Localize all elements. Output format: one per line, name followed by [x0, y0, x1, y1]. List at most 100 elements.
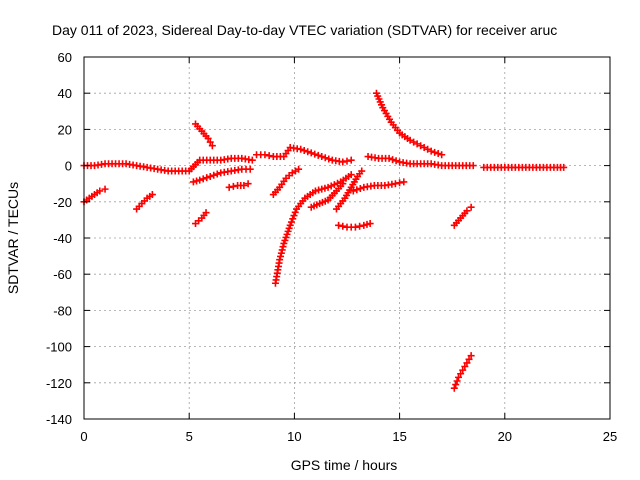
data-point — [208, 142, 216, 150]
data-point — [96, 187, 104, 195]
data-point-fill — [325, 155, 333, 163]
data-point — [295, 165, 303, 173]
data-point-fill — [389, 156, 397, 164]
data-point-fill — [289, 215, 297, 223]
data-point — [244, 180, 252, 188]
series-eleven-hour-arc — [307, 180, 347, 211]
data-point-fill — [210, 171, 218, 179]
data-point — [101, 185, 109, 193]
data-point — [347, 156, 355, 164]
data-point-fill — [330, 181, 338, 189]
data-point — [467, 203, 475, 211]
x-tick-label: 0 — [80, 429, 87, 444]
data-point — [297, 145, 305, 153]
data-point-fill — [434, 150, 442, 158]
data-point-fill — [396, 179, 404, 187]
series-mid-falling-arc — [192, 120, 216, 150]
data-point — [204, 134, 212, 142]
data-point — [248, 156, 256, 164]
x-tick-label: 10 — [287, 429, 301, 444]
data-point-fill — [318, 185, 326, 193]
data-point-fill — [279, 243, 287, 251]
data-point-fill — [203, 174, 211, 182]
data-point — [276, 256, 284, 264]
data-point-fill — [327, 182, 335, 190]
series-tail — [480, 163, 568, 171]
data-point-fill — [356, 185, 364, 193]
y-tick-label: -40 — [53, 231, 72, 246]
data-point — [391, 180, 399, 188]
data-point — [189, 178, 197, 186]
series-twelve-hour-floor — [335, 220, 374, 231]
y-tick-label: -100 — [46, 340, 72, 355]
data-point-fill — [277, 249, 285, 257]
data-point — [400, 178, 408, 186]
y-tick-label: 60 — [58, 50, 72, 65]
series-deep-dip — [271, 171, 355, 287]
data-point — [311, 187, 319, 195]
data-point — [406, 136, 414, 144]
y-tick-label: 20 — [58, 122, 72, 137]
data-point-fill — [213, 170, 221, 178]
data-point-fill — [363, 220, 371, 228]
y-tick-label: 40 — [58, 86, 72, 101]
y-tick-label: -120 — [46, 376, 72, 391]
x-tick-label: 5 — [186, 429, 193, 444]
data-point — [318, 153, 326, 161]
data-point-fill — [300, 147, 308, 155]
y-tick-label: -60 — [53, 267, 72, 282]
data-point-fill — [287, 218, 295, 226]
data-point-fill — [321, 184, 329, 192]
y-axis-label: SDTVAR / TECUs — [5, 182, 21, 294]
data-point-fill — [291, 208, 299, 216]
data-point — [324, 183, 332, 191]
plot-frame — [83, 56, 611, 420]
x-tick-label: 20 — [498, 429, 512, 444]
data-point — [196, 176, 204, 184]
series-nine-hour-dip — [269, 165, 303, 199]
data-point-fill — [278, 246, 286, 254]
data-point-fill — [206, 138, 214, 146]
data-point-fill — [431, 148, 439, 156]
data-point — [349, 187, 357, 195]
data-point — [358, 167, 366, 175]
series-early-lower-arc-2 — [133, 191, 156, 213]
data-point-fill — [452, 381, 460, 389]
data-point — [417, 142, 425, 150]
data-point-fill — [321, 154, 329, 162]
series-late-deep-arc — [450, 352, 475, 392]
data-point — [360, 221, 368, 229]
data-point — [339, 180, 347, 188]
data-point-fill — [265, 152, 273, 160]
data-point-fill — [311, 150, 319, 158]
data-points — [80, 89, 568, 392]
chart-title: Day 011 of 2023, Sidereal Day-to-day VTE… — [52, 22, 557, 38]
data-point — [347, 171, 355, 179]
data-point — [307, 149, 315, 157]
y-tick-label: -20 — [53, 195, 72, 210]
data-point-fill — [304, 148, 312, 156]
data-point — [225, 183, 233, 191]
grid-lines — [84, 57, 610, 419]
data-point — [438, 151, 446, 159]
data-point-fill — [315, 186, 323, 194]
y-tick-label: 0 — [65, 159, 72, 174]
data-point — [455, 373, 463, 381]
y-tick-label: -80 — [53, 303, 72, 318]
data-point — [469, 162, 477, 170]
series-mid-lower-arc — [189, 165, 254, 186]
data-point — [335, 221, 343, 229]
series-nine-hour-band — [253, 144, 355, 166]
x-tick-label: 25 — [603, 429, 617, 444]
data-point — [385, 154, 393, 162]
data-point — [351, 223, 359, 231]
data-point-fill — [420, 144, 428, 151]
data-point-fill — [424, 145, 432, 153]
data-point-fill — [410, 138, 418, 146]
data-point-fill — [356, 222, 364, 230]
series-mid-short-arc — [225, 180, 252, 191]
data-point-fill — [353, 186, 361, 194]
data-point-fill — [314, 151, 322, 159]
data-point-fill — [343, 157, 351, 165]
